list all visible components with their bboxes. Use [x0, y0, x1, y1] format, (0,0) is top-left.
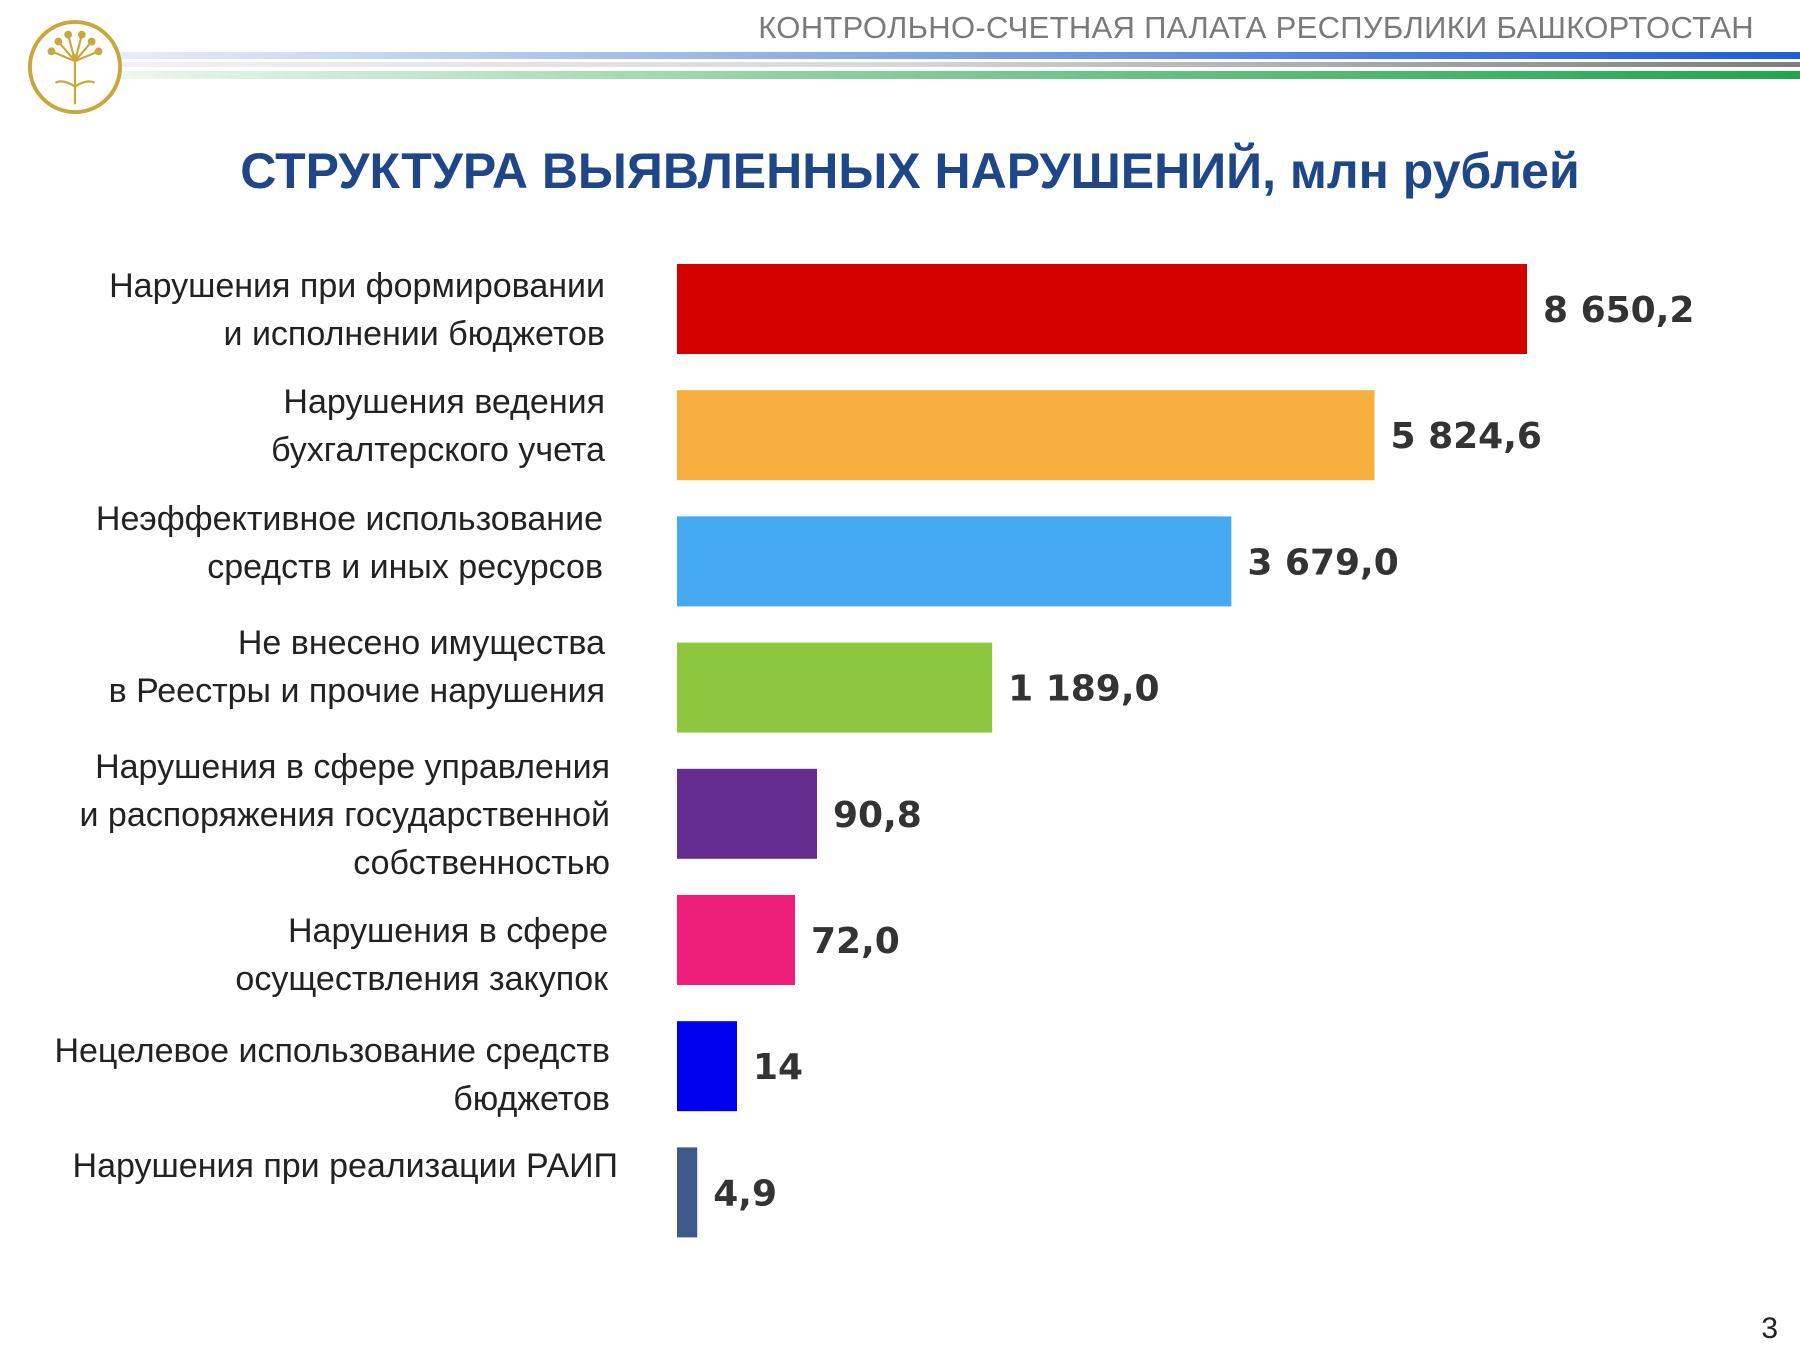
- category-label-3: Не внесено имущества в Реестры и прочие …: [108, 624, 605, 710]
- chart-title: СТРУКТУРА ВЫЯВЛЕННЫХ НАРУШЕНИЙ, млн рубл…: [240, 143, 1580, 199]
- bar-1: [677, 390, 1375, 481]
- value-label-5: 72,0: [811, 921, 900, 962]
- bar-2: [677, 516, 1232, 607]
- page-number: 3: [1761, 1312, 1778, 1345]
- bar-7: [677, 1147, 698, 1238]
- organization-name: КОНТРОЛЬНО-СЧЕТНАЯ ПАЛАТА РЕСПУБЛИКИ БАШ…: [758, 10, 1754, 45]
- value-label-2: 3 679,0: [1247, 542, 1398, 583]
- value-label-4: 90,8: [833, 795, 922, 836]
- value-label-3: 1 189,0: [1008, 669, 1159, 710]
- category-label-6: Нецелевое использование средств бюджетов: [54, 1032, 610, 1118]
- category-label-7: Нарушения при реализации РАИП: [72, 1147, 618, 1185]
- value-label-6: 14: [753, 1047, 803, 1088]
- value-label-0: 8 650,2: [1543, 290, 1694, 331]
- header-stripes: [110, 52, 1800, 80]
- kurai-flower-emblem-icon: [27, 19, 123, 115]
- category-label-2: Неэффективное использование средств и ин…: [95, 500, 603, 586]
- category-label-1: Нарушения ведения бухгалтерского учета: [271, 383, 605, 469]
- value-label-1: 5 824,6: [1390, 416, 1541, 457]
- bar-5: [677, 895, 795, 985]
- bar-0: [677, 264, 1527, 354]
- category-label-5: Нарушения в сфере осуществления закупок: [235, 912, 608, 998]
- bar-3: [677, 642, 993, 733]
- category-label-4: Нарушения в сфере управления и распоряже…: [79, 748, 610, 882]
- bar-4: [677, 768, 817, 859]
- category-label-0: Нарушения при формировании и исполнении …: [109, 267, 605, 353]
- category-labels: Нарушения при формировании и исполнении …: [0, 0, 618, 1350]
- bar-6: [677, 1021, 737, 1112]
- value-label-7: 4,9: [713, 1173, 777, 1214]
